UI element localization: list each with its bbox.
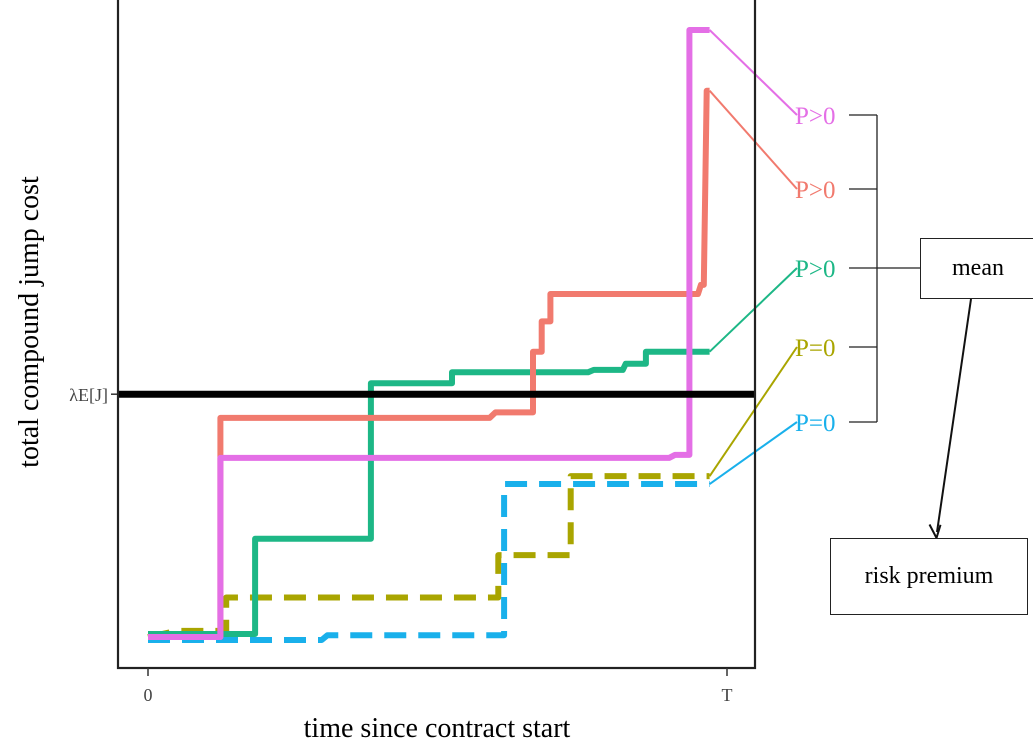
arrow-shaft — [936, 298, 972, 533]
y-axis-label: total compound jump cost — [14, 176, 45, 468]
series-leader-4 — [708, 346, 798, 477]
series-leader-1 — [708, 29, 798, 116]
panel-frame — [116, 0, 757, 670]
series-line-1 — [148, 27, 710, 640]
series-label-4: P=0 — [795, 335, 836, 362]
series-leader-2 — [708, 90, 798, 190]
series-line-3 — [148, 348, 710, 637]
series-leader-3 — [708, 267, 798, 353]
series-line-2 — [148, 87, 710, 640]
x-tick-label: T — [722, 685, 733, 705]
series-label-layer: P>0 P>0 P>0 P=0 P=0 — [708, 29, 972, 541]
series-label-2: P>0 — [795, 177, 836, 204]
series-leader-5 — [709, 421, 798, 485]
x-tick-label: 0 — [144, 685, 153, 705]
risk-premium-box: risk premium — [830, 538, 1028, 615]
x-axis-label: time since contract start — [304, 713, 571, 744]
mean-box: mean — [920, 238, 1033, 299]
reference-layer: λE[J] — [69, 385, 755, 405]
reference-label: λE[J] — [69, 385, 108, 405]
series-line-4 — [147, 473, 710, 640]
series-label-5: P=0 — [795, 410, 836, 437]
series-layer — [147, 27, 710, 643]
series-label-3: P>0 — [795, 256, 836, 283]
series-line-5 — [148, 481, 710, 643]
series-label-1: P>0 — [795, 103, 836, 130]
arrow-head — [928, 524, 942, 541]
